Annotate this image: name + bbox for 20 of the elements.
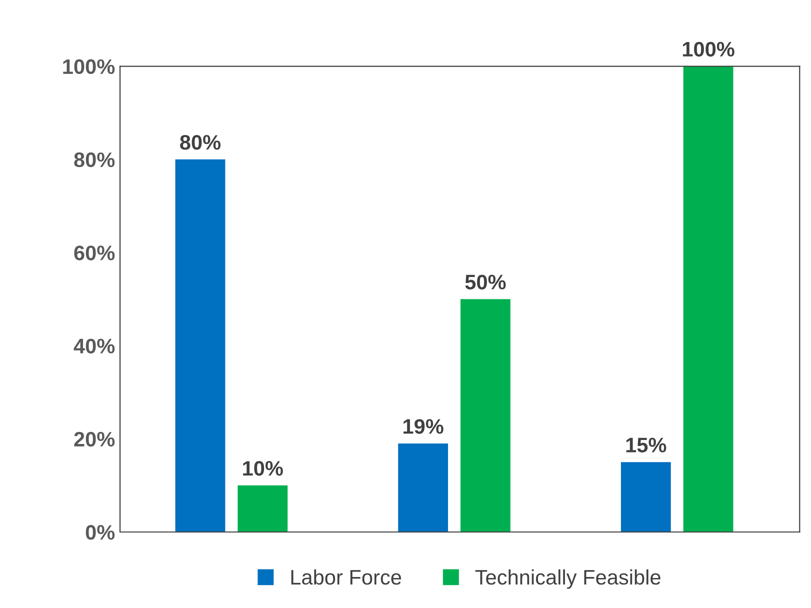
y-tick-label: 100% bbox=[63, 59, 115, 74]
bar bbox=[620, 462, 671, 532]
bar bbox=[683, 66, 734, 532]
bar bbox=[460, 299, 510, 532]
data-label: 19% bbox=[404, 419, 444, 434]
y-tick-label: 80% bbox=[74, 152, 115, 168]
bar bbox=[175, 159, 226, 532]
bar bbox=[238, 485, 288, 532]
y-tick-label: 0% bbox=[86, 525, 115, 540]
legend-label: Technically Feasible bbox=[475, 569, 660, 589]
data-label: 50% bbox=[465, 274, 506, 290]
bar bbox=[398, 444, 448, 532]
data-label: 15% bbox=[626, 438, 666, 452]
data-label: 10% bbox=[243, 461, 283, 476]
y-tick-label: 20% bbox=[74, 432, 115, 447]
legend-label: Labor Force bbox=[291, 569, 402, 585]
y-tick-label: 40% bbox=[74, 338, 115, 354]
data-label: 100% bbox=[682, 42, 734, 57]
y-tick-label: 60% bbox=[74, 246, 115, 260]
data-label: 80% bbox=[180, 134, 221, 150]
